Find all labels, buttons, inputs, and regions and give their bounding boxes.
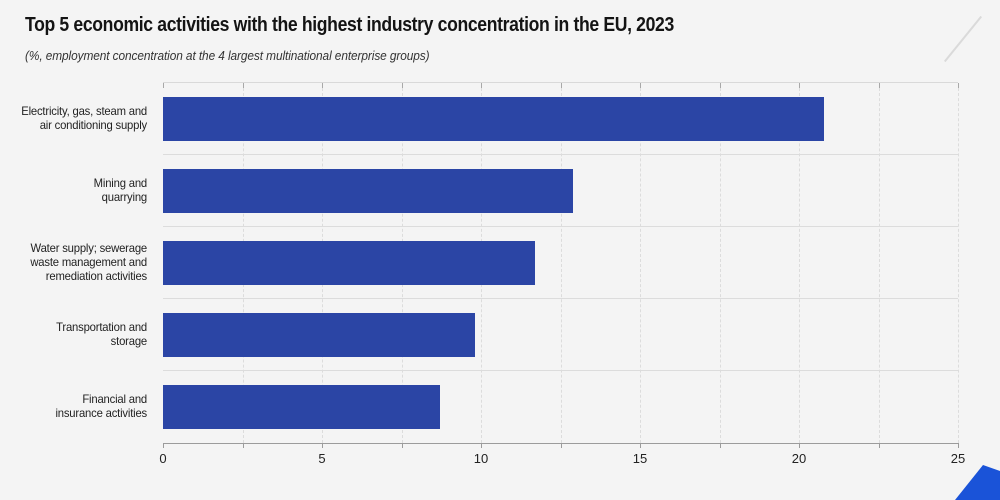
chart-subtitle: (%, employment concentration at the 4 la… [25,49,430,63]
x-tick-label: 15 [632,451,648,466]
x-tick-label: 0 [159,451,167,466]
top-axis-tick [878,83,880,88]
top-axis-tick [163,83,164,88]
category-label: Mining and quarrying [93,176,148,204]
top-axis-tick [719,83,721,88]
top-axis-tick [640,83,641,88]
gridline [560,83,562,443]
x-axis-tick [163,443,164,448]
gridline [799,83,800,443]
bar [163,168,574,213]
bar [163,240,536,285]
x-tick-label: 10 [473,451,489,466]
x-axis-tick [878,443,880,448]
bar-row [163,371,958,443]
x-axis-tick [560,443,562,448]
bar-row [163,155,958,227]
x-axis-tick [958,443,959,448]
gridline [640,83,641,443]
top-axis-tick [799,83,800,88]
x-tick-label: 25 [950,451,966,466]
top-axis-tick [242,83,244,88]
x-axis-tick [799,443,800,448]
category-label: Transportation and storage [56,320,147,348]
gridline [878,83,880,443]
x-axis-tick [481,443,482,448]
x-axis-tick [640,443,641,448]
x-axis-tick [719,443,721,448]
category-label: Water supply; sewerage waste management … [30,241,147,283]
gridline [719,83,721,443]
bar-row [163,299,958,371]
top-axis-tick [322,83,323,88]
y-axis-labels: Electricity, gas, steam and air conditio… [0,82,155,442]
top-axis-tick [481,83,482,88]
bar-row [163,83,958,155]
corner-diagonal-line [943,15,983,63]
top-axis-tick [958,83,959,88]
bar [163,312,475,357]
chart-title: Top 5 economic activities with the highe… [25,14,674,36]
x-tick-label: 5 [318,451,326,466]
bar [163,385,440,429]
x-axis-tick [322,443,323,448]
category-label: Electricity, gas, steam and air conditio… [21,104,147,132]
top-axis-tick [560,83,562,88]
x-axis-tick [401,443,403,448]
x-tick-label: 20 [791,451,807,466]
plot-area [163,82,959,444]
eurostat-logo-stripe [955,465,1000,500]
top-axis-tick [401,83,403,88]
x-axis-tick [242,443,244,448]
bar [163,96,825,141]
gridline [958,83,959,443]
category-label: Financial and insurance activities [55,392,147,420]
x-axis: 0 5 10 15 20 25 [159,443,965,475]
bar-row [163,227,958,299]
